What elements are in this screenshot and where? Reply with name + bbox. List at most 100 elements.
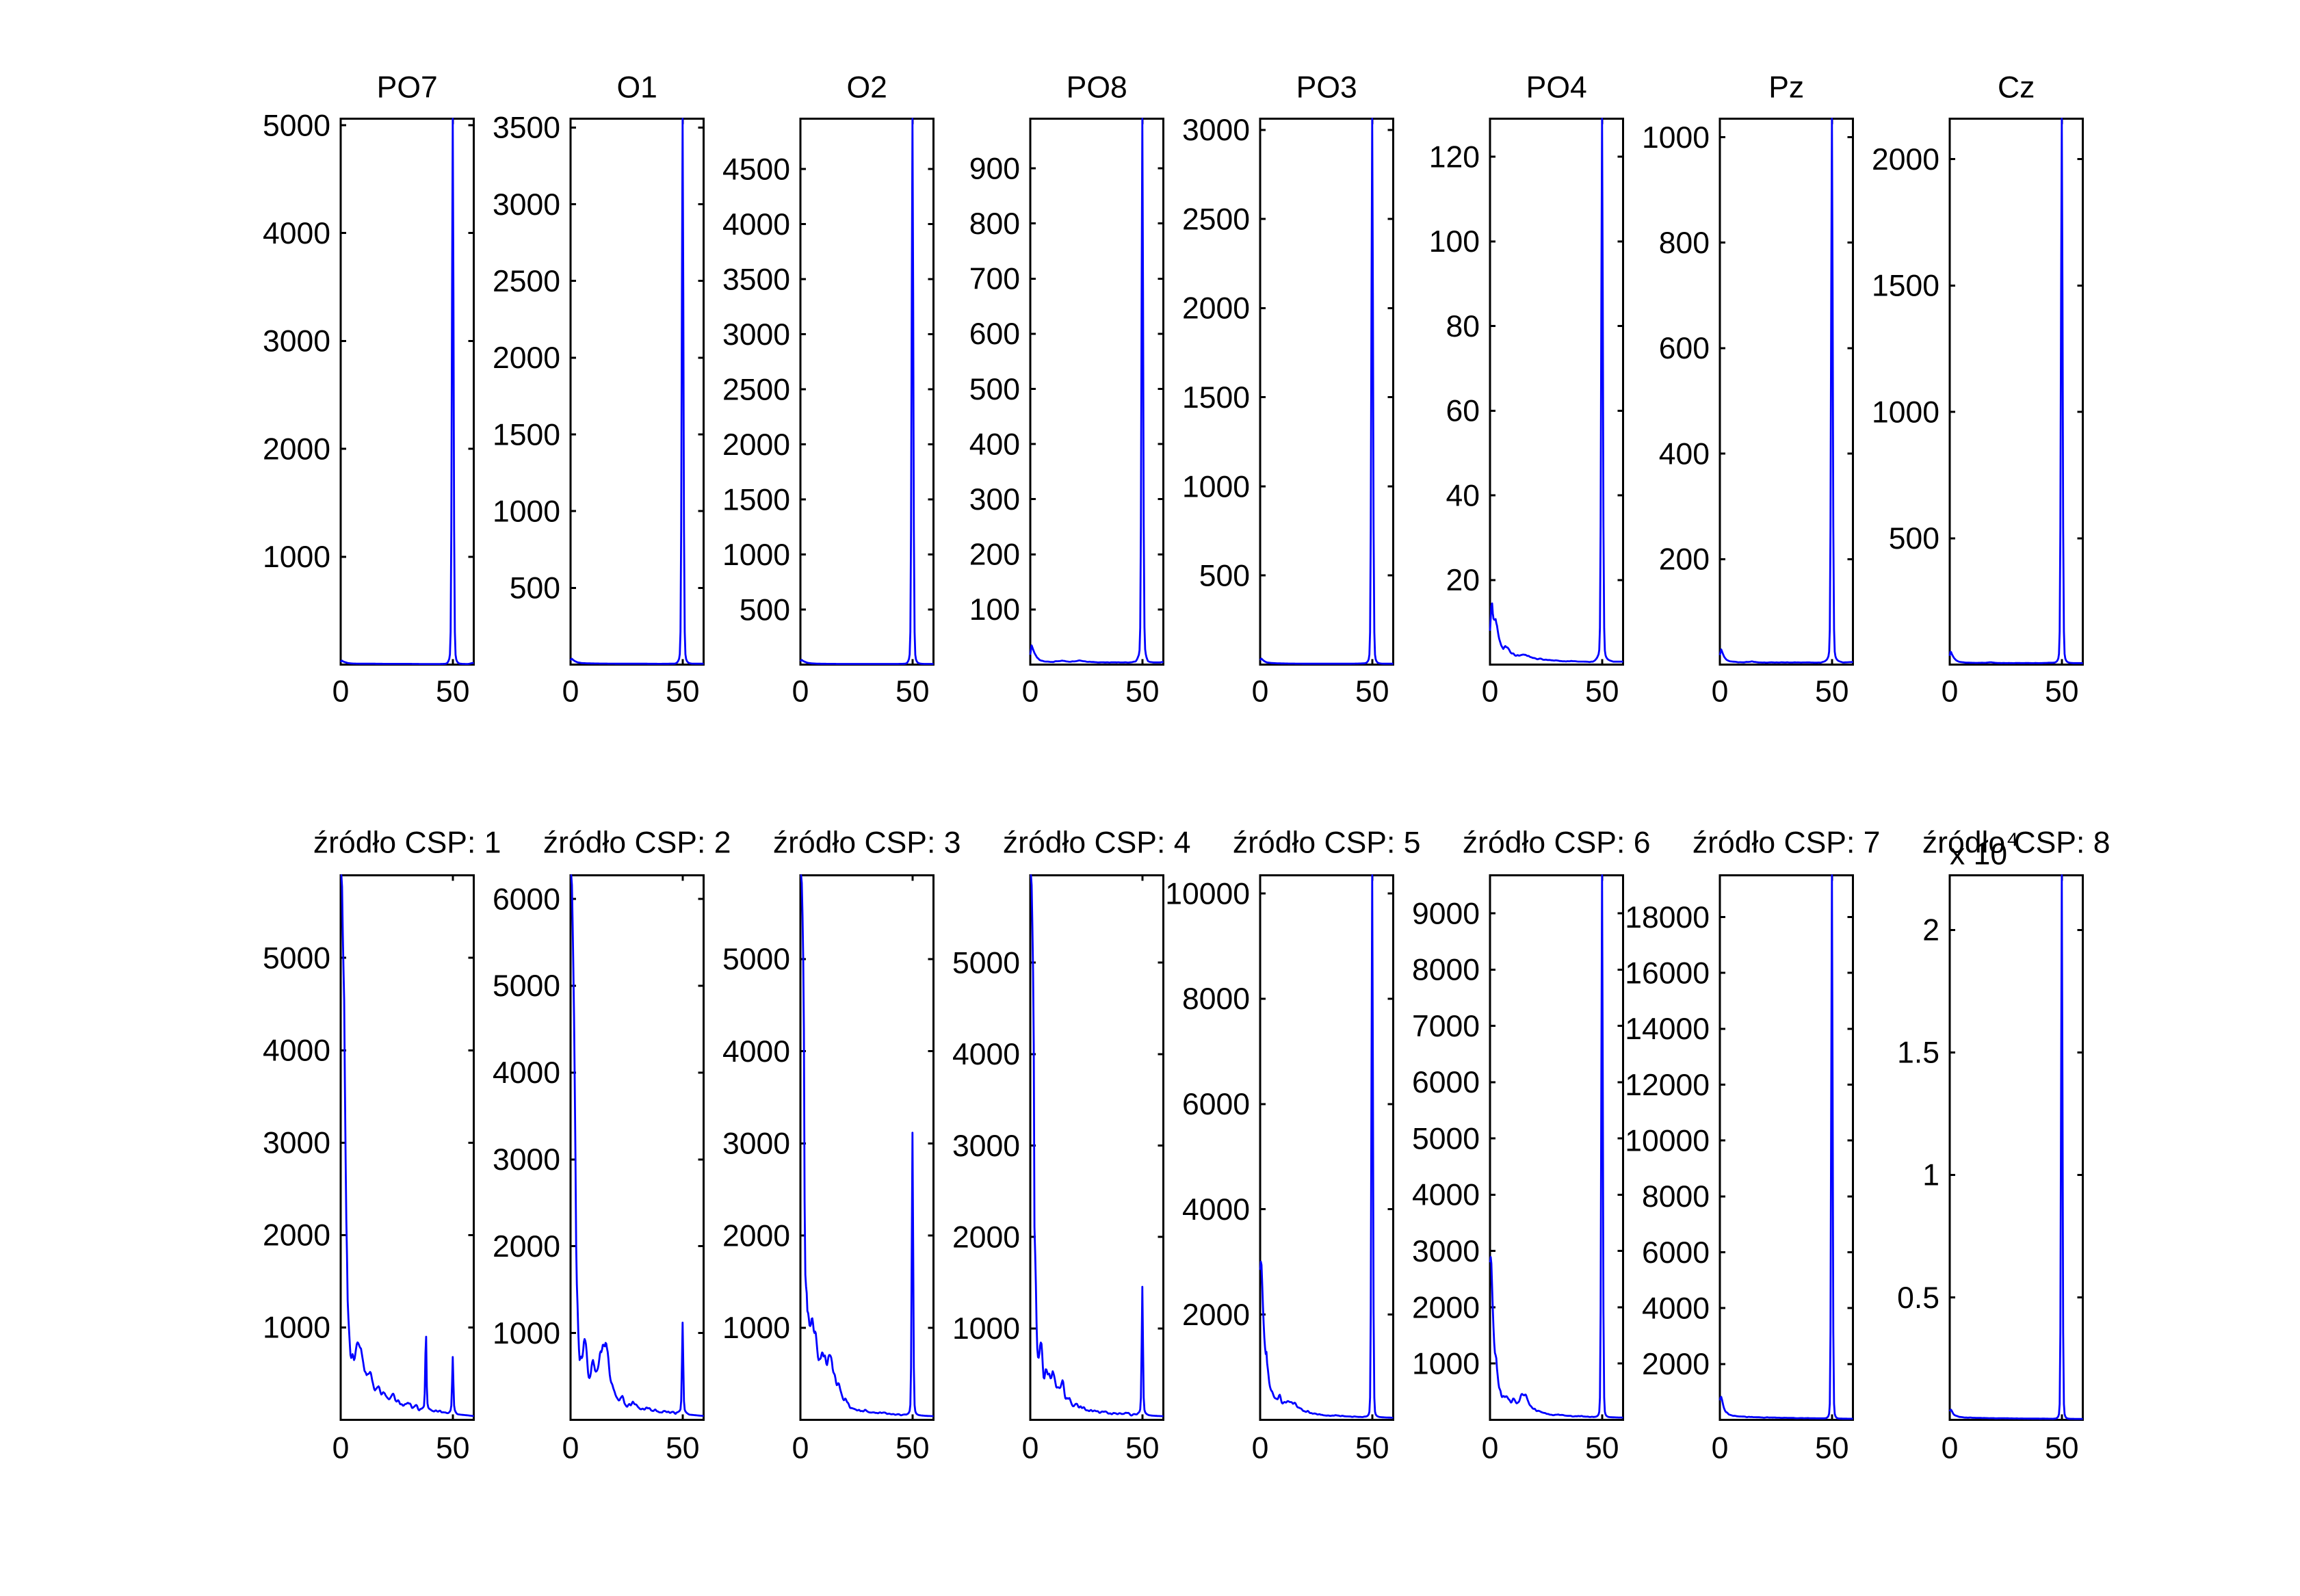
svg-text:0: 0 (1022, 1432, 1039, 1465)
svg-text:3000: 3000 (952, 1129, 1020, 1163)
svg-text:50: 50 (1815, 675, 1849, 709)
svg-text:600: 600 (1659, 332, 1710, 365)
svg-text:200: 200 (969, 538, 1020, 572)
svg-text:4000: 4000 (263, 217, 330, 250)
svg-text:2500: 2500 (1182, 203, 1250, 237)
svg-text:0: 0 (332, 675, 350, 709)
svg-text:0: 0 (1022, 675, 1039, 709)
svg-text:źródło CSP: 6: źródło CSP: 6 (1463, 826, 1651, 860)
svg-text:100: 100 (969, 593, 1020, 627)
svg-text:500: 500 (740, 593, 790, 627)
svg-text:60: 60 (1446, 395, 1480, 428)
svg-text:50: 50 (2045, 675, 2079, 709)
svg-text:5000: 5000 (722, 943, 790, 976)
svg-text:0: 0 (1942, 675, 1959, 709)
svg-text:50: 50 (666, 675, 700, 709)
svg-text:1.5: 1.5 (1897, 1036, 1939, 1070)
svg-text:10000: 10000 (1165, 877, 1250, 911)
svg-text:1000: 1000 (493, 495, 560, 529)
svg-text:2000: 2000 (722, 1219, 790, 1253)
svg-text:2000: 2000 (493, 341, 560, 375)
svg-text:800: 800 (1659, 226, 1710, 260)
svg-text:1000: 1000 (493, 1317, 560, 1350)
svg-text:7000: 7000 (1412, 1010, 1480, 1043)
svg-text:600: 600 (969, 317, 1020, 351)
svg-text:0: 0 (1252, 675, 1269, 709)
svg-text:0: 0 (1482, 1432, 1499, 1465)
svg-text:2000: 2000 (1182, 1298, 1250, 1332)
svg-text:50: 50 (896, 1432, 930, 1465)
svg-text:PO7: PO7 (377, 71, 438, 105)
svg-text:50: 50 (1815, 1432, 1849, 1465)
svg-text:8000: 8000 (1182, 982, 1250, 1016)
svg-text:0: 0 (792, 1432, 809, 1465)
svg-text:Cz: Cz (1998, 71, 2035, 105)
svg-text:6000: 6000 (493, 882, 560, 916)
svg-text:400: 400 (969, 428, 1020, 461)
svg-text:źródło CSP: 3: źródło CSP: 3 (773, 826, 961, 860)
svg-text:1500: 1500 (1872, 270, 1939, 303)
svg-text:0: 0 (1252, 1432, 1269, 1465)
svg-text:4000: 4000 (722, 208, 790, 241)
svg-text:50: 50 (1355, 675, 1389, 709)
svg-text:źródło CSP: 1: źródło CSP: 1 (313, 826, 501, 860)
svg-text:3000: 3000 (263, 325, 330, 358)
svg-text:500: 500 (1889, 522, 1939, 555)
svg-text:4000: 4000 (1412, 1179, 1480, 1212)
svg-text:PO4: PO4 (1526, 71, 1587, 105)
svg-text:12000: 12000 (1625, 1069, 1710, 1102)
svg-text:800: 800 (969, 207, 1020, 241)
svg-text:50: 50 (1125, 675, 1160, 709)
svg-text:3000: 3000 (493, 1143, 560, 1177)
svg-text:120: 120 (1429, 141, 1480, 174)
svg-text:50: 50 (1585, 675, 1619, 709)
svg-text:O2: O2 (847, 71, 887, 105)
svg-text:1500: 1500 (1182, 381, 1250, 415)
svg-text:4000: 4000 (722, 1035, 790, 1069)
svg-text:2000: 2000 (952, 1221, 1020, 1255)
svg-text:0: 0 (1942, 1432, 1959, 1465)
svg-text:3000: 3000 (722, 318, 790, 352)
svg-text:500: 500 (969, 373, 1020, 406)
svg-text:300: 300 (969, 483, 1020, 516)
svg-text:2000: 2000 (1412, 1291, 1480, 1324)
svg-text:0: 0 (1712, 675, 1729, 709)
svg-text:5000: 5000 (263, 942, 330, 976)
svg-text:2000: 2000 (493, 1230, 560, 1264)
svg-text:źródło CSP: 5: źródło CSP: 5 (1233, 826, 1421, 860)
svg-text:1500: 1500 (493, 418, 560, 452)
svg-text:50: 50 (1125, 1432, 1160, 1465)
svg-text:2000: 2000 (722, 428, 790, 462)
svg-text:0: 0 (332, 1432, 350, 1465)
svg-text:2000: 2000 (1872, 143, 1939, 176)
svg-text:1500: 1500 (722, 483, 790, 516)
svg-text:4: 4 (2007, 829, 2018, 850)
svg-text:100: 100 (1429, 225, 1480, 259)
svg-text:2500: 2500 (493, 265, 560, 298)
svg-text:Pz: Pz (1768, 71, 1804, 105)
svg-text:0: 0 (1482, 675, 1499, 709)
svg-text:10000: 10000 (1625, 1124, 1710, 1157)
svg-text:źródło CSP: 7: źródło CSP: 7 (1693, 826, 1881, 860)
svg-text:O1: O1 (617, 71, 657, 105)
svg-text:2: 2 (1922, 914, 1939, 947)
svg-text:źródło CSP: 4: źródło CSP: 4 (1003, 826, 1191, 860)
svg-text:6000: 6000 (1182, 1088, 1250, 1121)
svg-text:4000: 4000 (1642, 1292, 1710, 1326)
svg-text:4000: 4000 (1182, 1193, 1250, 1227)
svg-text:0: 0 (1712, 1432, 1729, 1465)
svg-text:16000: 16000 (1625, 956, 1710, 990)
svg-text:1000: 1000 (263, 1311, 330, 1345)
svg-text:500: 500 (510, 572, 560, 605)
svg-text:2000: 2000 (263, 432, 330, 466)
svg-text:5000: 5000 (493, 969, 560, 1003)
svg-text:1000: 1000 (1182, 470, 1250, 503)
svg-text:PO8: PO8 (1067, 71, 1127, 105)
svg-text:x 10: x 10 (1950, 838, 2007, 872)
svg-text:2000: 2000 (1642, 1348, 1710, 1381)
svg-text:50: 50 (436, 1432, 470, 1465)
svg-text:700: 700 (969, 263, 1020, 296)
svg-text:18000: 18000 (1625, 901, 1710, 934)
svg-text:14000: 14000 (1625, 1012, 1710, 1046)
svg-text:8000: 8000 (1642, 1180, 1710, 1214)
